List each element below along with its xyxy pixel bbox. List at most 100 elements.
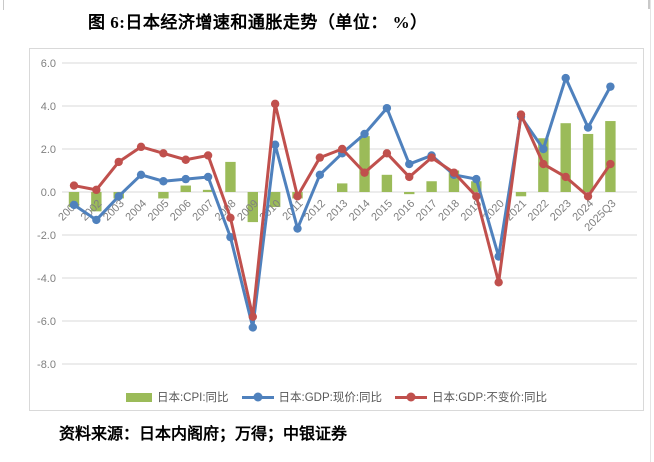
gdp-nominal-line-point-2003 — [114, 192, 123, 201]
gdp-real-line-point-2002 — [92, 185, 101, 195]
cpi-bar-2023 — [560, 123, 571, 192]
gdp-real-line-point-2020 — [494, 278, 503, 287]
cpi-bar-2018 — [448, 170, 460, 192]
x-tick-label: 2018 — [436, 198, 462, 224]
gdp-real-line-point-2014 — [360, 168, 369, 177]
gdp-real-line-point-2018 — [449, 168, 459, 177]
gdp-nominal-line-point-2010 — [270, 140, 280, 149]
gdp-real-line-point-2016 — [405, 172, 414, 182]
x-tick-label: 2023 — [548, 198, 574, 224]
gdp-real-line-point-2017 — [427, 153, 436, 162]
y-tick-label: -2.0 — [37, 230, 56, 242]
cpi-bar-2019 — [471, 181, 482, 192]
gdp-real-line-point-2009 — [248, 312, 257, 321]
legend: 日本:CPI:同比 日本:GDP:现价:同比 日本:GDP:不变价:同比 — [30, 389, 643, 405]
gdp-nominal-line-point-2011 — [293, 224, 302, 233]
cpi-bar-2025Q3 — [605, 121, 616, 192]
cpi-bar-2006 — [180, 185, 191, 192]
legend-item-2: 日本:GDP:不变价:同比 — [395, 389, 547, 405]
chart-frame: 6.0 4.0 2.0 0.0 -2.0 -4.0 -6.0 -8.0 2001 2002 2003… — [29, 48, 644, 411]
legend-label: 日本:GDP:不变价:同比 — [432, 392, 548, 404]
x-tick-label: 2006 — [168, 198, 194, 224]
cpi-bar-2021 — [515, 192, 527, 197]
gdp-real-line-point-2007 — [203, 151, 213, 160]
gdp-real-line-point-2003 — [114, 157, 123, 167]
y-tick-label: 6.0 — [41, 58, 56, 70]
gdp-nominal-line-point-2004 — [136, 170, 146, 179]
figure-title: 图 6:日本经济增速和通胀走势（单位： %） — [88, 13, 428, 32]
gdp-nominal-line-point-2022 — [539, 144, 548, 154]
gdp-nominal-line-point-2007 — [203, 172, 213, 182]
x-tick-label: 2022 — [526, 198, 552, 224]
gdp-real-line-point-2013 — [338, 144, 347, 154]
combo-chart-svg: 6.04.02.00.0-2.0-4.0-6.0-8.0200120022003… — [37, 58, 637, 371]
cpi-bar-2016 — [404, 192, 415, 195]
y-tick-label: 2.0 — [41, 144, 56, 156]
legend-line-swatch — [241, 392, 274, 402]
gdp-nominal-line-point-2023 — [561, 73, 570, 83]
y-tick-label: 0.0 — [41, 187, 56, 199]
source-note: 资料来源：日本内阁府；万得；中银证券 — [59, 426, 348, 443]
x-tick-label: 2004 — [123, 198, 149, 224]
legend-label: 日本:CPI:同比 — [156, 392, 229, 404]
cpi-bar-2007 — [202, 189, 214, 192]
legend-marker-dot — [253, 392, 263, 402]
cpi-bar-2013 — [337, 183, 348, 192]
x-tick-label: 2017 — [414, 198, 440, 224]
cpi-bar-2008 — [225, 161, 236, 192]
gdp-nominal-line-point-2005 — [159, 177, 168, 186]
cpi-bar-2009 — [247, 192, 258, 223]
page-border-artifact-right — [650, 0, 651, 462]
gdp-nominal-line-point-2001 — [69, 200, 79, 210]
gdp-nominal-line-point-2024 — [583, 123, 593, 132]
y-tick-label: 4.0 — [41, 101, 56, 113]
gdp-nominal-line-point-2012 — [315, 170, 325, 179]
gdp-real-line-point-2024 — [583, 192, 593, 201]
y-tick-label: -8.0 — [37, 359, 56, 371]
gdp-nominal-line-point-2015 — [382, 103, 392, 113]
gdp-real-line-point-2019 — [472, 192, 481, 201]
legend-item-0: 日本:CPI:同比 — [125, 389, 229, 405]
x-tick-label: 2007 — [190, 198, 216, 224]
gdp-nominal-line-point-2008 — [226, 232, 235, 242]
gdp-real-line-point-2025Q3 — [606, 159, 615, 169]
gdp-real-line-point-2022 — [539, 159, 548, 169]
x-tick-label: 2013 — [325, 198, 351, 224]
cpi-bar-2024 — [582, 133, 594, 192]
legend-line-swatch — [395, 392, 428, 402]
cpi-bar-2014 — [359, 136, 370, 192]
x-tick-label: 2014 — [347, 198, 373, 224]
gdp-real-line-point-2004 — [136, 142, 146, 152]
legend-marker-dot — [406, 392, 416, 402]
gdp-nominal-line-point-2006 — [181, 174, 190, 184]
x-tick-label: 2015 — [369, 198, 395, 224]
gdp-real-line-point-2015 — [382, 149, 392, 158]
gdp-real-line-point-2021 — [516, 110, 526, 119]
x-tick-label: 2005 — [146, 198, 172, 224]
gdp-real-line-point-2012 — [315, 153, 325, 162]
gdp-nominal-line-point-2002 — [92, 215, 101, 225]
cpi-bar-2005 — [158, 192, 169, 199]
page-border-artifact-right-top — [648, 0, 650, 9]
x-tick-label: 2016 — [392, 198, 418, 224]
gdp-nominal-line-point-2014 — [360, 129, 369, 139]
gdp-real-line-point-2006 — [181, 155, 190, 164]
gdp-real-line-point-2011 — [293, 192, 302, 201]
gdp-nominal-line-point-2019 — [472, 174, 481, 184]
gdp-real-line-point-2001 — [69, 181, 79, 190]
gdp-nominal-line-point-2025Q3 — [606, 82, 615, 91]
gdp-real-line-point-2008 — [226, 213, 235, 222]
legend-label: 日本:GDP:现价:同比 — [278, 392, 383, 404]
gdp-real-line-point-2005 — [159, 149, 168, 158]
gdp-nominal-line-point-2009 — [248, 323, 257, 332]
cpi-bar-2015 — [381, 174, 393, 192]
cpi-bar-2002 — [91, 192, 102, 212]
gdp-real-line-point-2010 — [270, 99, 280, 109]
y-tick-label: -4.0 — [37, 273, 56, 285]
page-border-artifact-left — [3, 0, 4, 10]
gdp-nominal-line-point-2016 — [405, 159, 414, 169]
gdp-real-line-point-2023 — [561, 172, 570, 182]
cpi-bar-2001 — [68, 192, 80, 208]
cpi-bar-2017 — [426, 181, 437, 192]
